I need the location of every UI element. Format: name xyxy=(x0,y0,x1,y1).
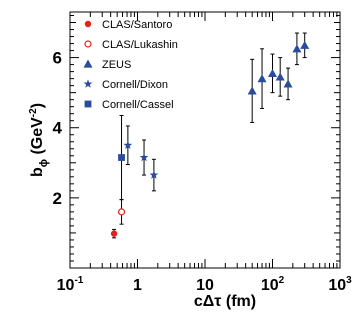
y-axis-title-close: ) xyxy=(29,103,46,108)
marker-clas-lukashin xyxy=(117,208,126,216)
marker-cornell-dixon xyxy=(139,152,149,162)
y-axis-title-unit: (GeV xyxy=(29,117,46,159)
marker-zeus xyxy=(257,74,267,83)
x-tick-label-exp: -1 xyxy=(74,275,83,286)
y-axis-title-sub: ϕ xyxy=(38,159,50,167)
y-axis-title-main: b xyxy=(29,167,46,177)
legend-marker-cornell-cassel xyxy=(84,100,92,108)
data-point-clas-santoro xyxy=(110,228,118,239)
y-axis-tick-labels: 2 4 6 xyxy=(53,49,63,208)
y-tick-label: 6 xyxy=(53,49,62,68)
data-point-zeus xyxy=(292,32,302,66)
legend-label-cornell-dixon: Cornell/Dixon xyxy=(102,79,168,91)
data-point-zeus xyxy=(257,48,267,109)
data-point-zeus xyxy=(300,32,310,59)
marker-zeus xyxy=(247,86,257,95)
x-axis-title: cΔτ (fm) xyxy=(194,293,256,310)
legend-label-zeus: ZEUS xyxy=(102,59,131,71)
x-tick-label-exp: 2 xyxy=(279,275,285,286)
x-tick-label-base: 1 xyxy=(133,277,142,294)
marker-cornell-dixon xyxy=(123,140,133,149)
x-tick-label-exp: 3 xyxy=(346,275,352,286)
data-point-cornell-dixon xyxy=(139,139,149,176)
legend-marker-zeus xyxy=(83,59,93,68)
data-point-zeus xyxy=(247,58,257,123)
y-tick-label: 2 xyxy=(53,189,62,208)
legend-marker-clas-lukashin xyxy=(84,40,92,48)
x-tick-label-base: 10 xyxy=(328,277,346,294)
legend-marker-cornell-dixon xyxy=(83,79,93,88)
legend-label-clas-santoro: CLAS/Santoro xyxy=(102,19,172,31)
data-point-zeus xyxy=(283,67,293,101)
y-axis-title-sup: -2 xyxy=(28,108,39,117)
x-tick-label: 1 xyxy=(133,277,142,294)
marker-cornell-cassel xyxy=(118,154,125,161)
y-axis-ticks xyxy=(70,15,340,269)
marker-zeus xyxy=(268,68,277,77)
data-point-cornell-cassel xyxy=(118,114,125,201)
legend-label-clas-lukashin: CLAS/Lukashin xyxy=(102,39,178,51)
data-point-zeus xyxy=(275,57,285,97)
x-tick-label-base: 10 xyxy=(196,277,214,294)
x-tick-label: 102 xyxy=(261,275,285,294)
x-axis-tick-labels: 10-1 1 10 102 103 xyxy=(57,275,352,294)
legend: CLAS/Santoro CLAS/Lukashin ZEUS Cornell/Dix… xyxy=(83,19,178,111)
y-axis-title: bϕ (GeV-2) xyxy=(28,103,50,177)
x-axis-ticks xyxy=(69,12,341,268)
legend-label-cornell-cassel: Cornell/Cassel xyxy=(102,99,174,111)
data-point-clas-lukashin xyxy=(117,199,126,225)
marker-zeus xyxy=(292,44,302,53)
legend-item-clas-lukashin: CLAS/Lukashin xyxy=(84,39,178,51)
x-tick-label: 10-1 xyxy=(57,275,84,294)
legend-item-clas-santoro: CLAS/Santoro xyxy=(84,19,172,31)
data-point-cornell-dixon xyxy=(123,125,133,166)
x-tick-label: 10 xyxy=(196,277,214,294)
data-point-zeus xyxy=(268,53,277,94)
y-tick-label: 4 xyxy=(53,119,63,138)
legend-item-cornell-cassel: Cornell/Cassel xyxy=(84,99,174,111)
x-tick-label-base: 10 xyxy=(261,277,279,294)
legend-item-zeus: ZEUS xyxy=(83,59,131,71)
marker-zeus xyxy=(283,79,293,88)
marker-zeus xyxy=(275,72,285,81)
marker-zeus xyxy=(300,40,310,49)
marker-cornell-dixon xyxy=(149,170,159,179)
data-point-cornell-dixon xyxy=(149,158,159,192)
legend-item-cornell-dixon: Cornell/Dixon xyxy=(83,79,168,91)
marker-clas-santoro xyxy=(110,230,118,237)
x-tick-label: 103 xyxy=(328,275,352,294)
legend-marker-clas-santoro xyxy=(84,20,92,28)
x-tick-label-base: 10 xyxy=(57,277,75,294)
data-points xyxy=(110,32,310,239)
